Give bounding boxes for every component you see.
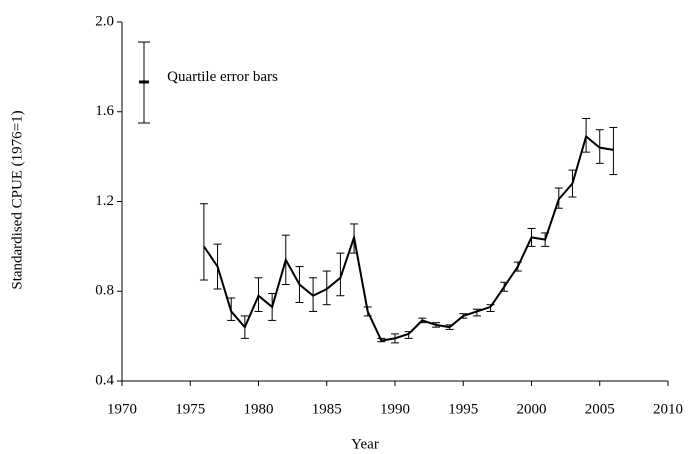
x-tick-label: 1985 <box>312 401 342 417</box>
x-tick-label: 1970 <box>107 401 137 417</box>
data-line <box>203 134 614 342</box>
x-axis-label: Year <box>351 436 379 452</box>
y-tick-label: 2.0 <box>95 13 114 29</box>
x-tick-label: 1975 <box>175 401 205 417</box>
x-tick-label: 2010 <box>653 401 683 417</box>
y-tick-label: 1.6 <box>95 103 114 119</box>
x-tick-label: 2000 <box>517 401 547 417</box>
y-axis-label: Standardised CPUE (1976=1) <box>9 110 25 289</box>
legend-label: Quartile error bars <box>167 69 278 85</box>
y-tick-label: 0.8 <box>95 283 114 299</box>
x-tick-label: 1990 <box>380 401 410 417</box>
x-tick-label: 1995 <box>448 401 478 417</box>
x-tick-label: 1980 <box>244 401 274 417</box>
y-tick-label: 1.2 <box>95 193 114 209</box>
y-tick-label: 0.4 <box>95 372 114 388</box>
x-tick-label: 2005 <box>585 401 615 417</box>
